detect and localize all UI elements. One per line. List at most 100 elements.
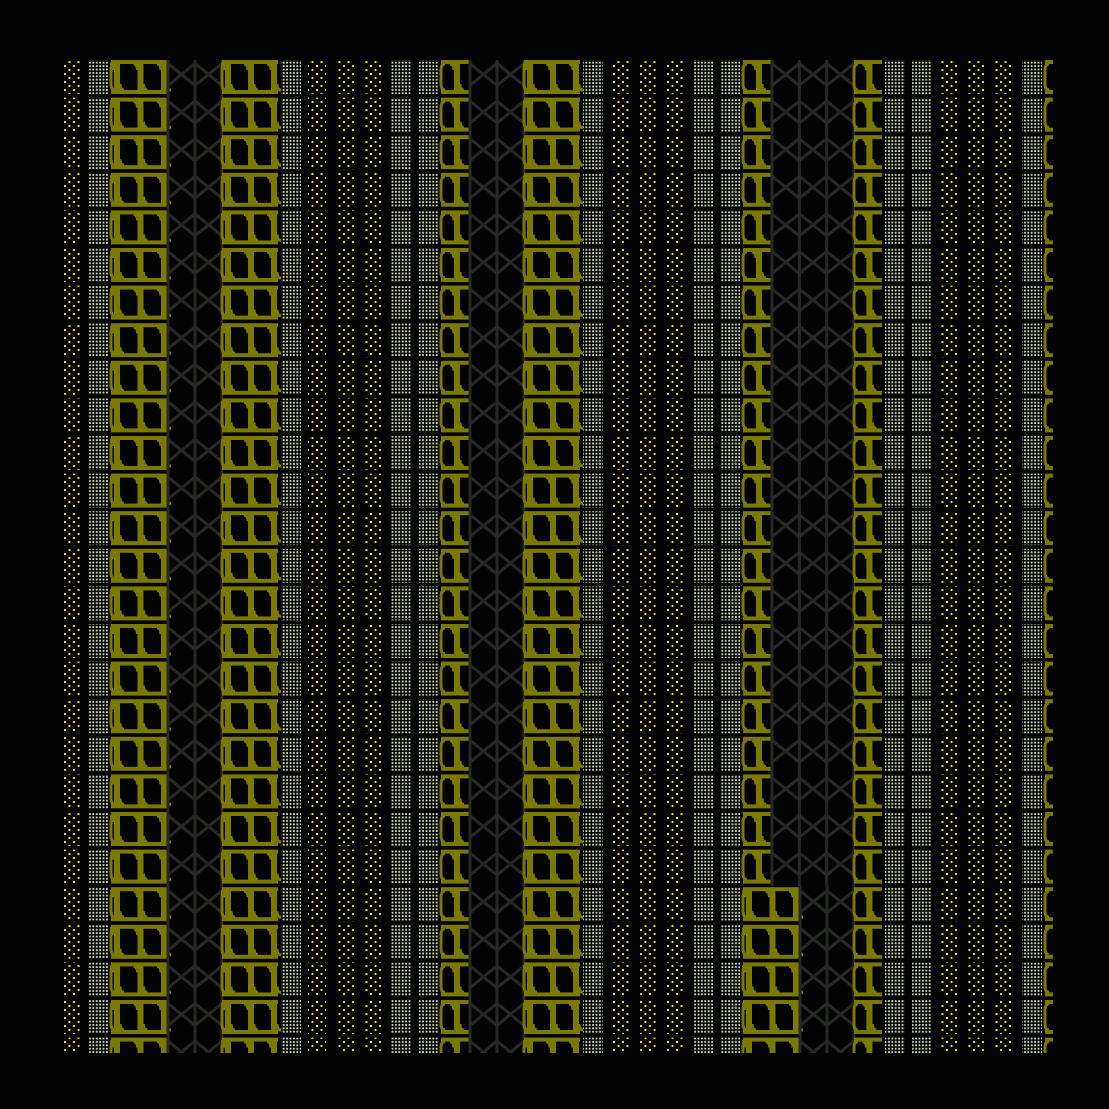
- yellow-dot-tile: [940, 962, 958, 997]
- wide-glyph-stem: [248, 137, 254, 168]
- narrow-glyph-stem: [453, 738, 460, 769]
- wide-glyph-serif: [133, 62, 139, 71]
- wide-glyph-stem: [527, 137, 533, 168]
- pale-dot-tile: [89, 849, 109, 884]
- pale-dot-tile: [720, 812, 740, 846]
- yellow-dot-tile: [62, 774, 80, 809]
- wide-glyph-stem: [161, 325, 167, 356]
- yellow-dot-tile: [308, 1037, 326, 1053]
- yellow-dot-tile: [940, 360, 958, 395]
- wide-glyph-bracket: [109, 62, 116, 92]
- yellow-dot-tile: [364, 360, 382, 395]
- cross-diagonal: [771, 99, 801, 125]
- narrow-glyph-bracket: [741, 776, 748, 806]
- pale-dot-tile: [281, 774, 301, 809]
- narrow-glyph-bracket: [741, 175, 748, 205]
- wide-glyph-serif: [275, 196, 282, 205]
- wide-glyph-stem: [271, 99, 277, 130]
- wide-glyph-stem: [271, 362, 277, 393]
- yellow-dot-tile: [666, 135, 684, 170]
- pale-dot-tile: [281, 962, 301, 997]
- wide-glyph-stem: [271, 513, 277, 544]
- partial-glyph-stem: [1059, 852, 1065, 882]
- yellow-dot-tile: [336, 436, 354, 470]
- wide-glyph-stem: [161, 438, 167, 468]
- yellow-dot-tile: [611, 699, 629, 734]
- wide-glyph-serif: [531, 1023, 538, 1032]
- wide-glyph-serif: [252, 572, 259, 581]
- wide-glyph-stem: [271, 814, 277, 844]
- wide-glyph-stem: [527, 475, 533, 506]
- pale-dot-tile: [391, 699, 411, 734]
- wide-glyph-serif: [243, 889, 250, 898]
- wide-glyph-serif: [554, 83, 561, 92]
- pale-dot-tile: [1022, 135, 1042, 170]
- wide-glyph-stem: [573, 588, 579, 619]
- yellow-dot-tile: [62, 661, 80, 696]
- wide-glyph-stem: [550, 588, 556, 619]
- partial-glyph-serif: [1065, 272, 1069, 278]
- cross-diagonal: [496, 513, 525, 538]
- narrow-glyph-serif: [751, 100, 758, 108]
- wide-glyph-serif: [266, 1002, 273, 1011]
- narrow-glyph-serif: [751, 400, 758, 409]
- yellow-dot-tile: [638, 511, 656, 546]
- yellow-dot-tile: [995, 172, 1013, 207]
- partial-glyph-serif: [1065, 761, 1069, 767]
- wide-glyph-serif: [243, 513, 250, 522]
- partial-glyph-top-bar: [1045, 812, 1053, 816]
- wide-glyph-stem: [114, 964, 120, 995]
- wide-glyph-serif: [118, 685, 125, 694]
- pale-dot-tile: [693, 473, 713, 508]
- wide-glyph-bracket: [220, 852, 227, 882]
- wide-glyph-stem: [248, 851, 254, 882]
- yellow-dot-tile: [995, 812, 1013, 846]
- wide-glyph-serif: [142, 911, 148, 919]
- narrow-glyph-serif: [862, 551, 868, 559]
- pale-dot-tile: [693, 887, 713, 922]
- wide-glyph-serif: [531, 121, 538, 130]
- cross-diagonal: [167, 438, 196, 463]
- pale-dot-tile: [391, 661, 411, 696]
- wide-glyph-serif: [133, 212, 139, 221]
- narrow-glyph-stem: [755, 362, 762, 393]
- yellow-dot-tile: [62, 849, 80, 884]
- yellow-dot-tile: [666, 60, 684, 94]
- narrow-glyph-serif: [449, 250, 456, 259]
- pale-dot-tile: [912, 548, 932, 583]
- cross-diagonal: [167, 212, 196, 238]
- partial-glyph-serif: [1055, 139, 1059, 145]
- yellow-dot-tile: [967, 774, 985, 809]
- partial-glyph-stem: [1059, 626, 1065, 656]
- yellow-dot-tile: [364, 849, 382, 884]
- wide-glyph-serif: [252, 835, 259, 844]
- wide-glyph-serif: [275, 647, 282, 656]
- narrow-glyph-bracket: [852, 363, 859, 393]
- partial-glyph-serif: [1055, 929, 1059, 935]
- wide-glyph-serif: [531, 986, 538, 994]
- partial-glyph-bracket: [1043, 852, 1050, 882]
- narrow-glyph-serif: [449, 739, 456, 747]
- partial-glyph-top-bar: [1045, 135, 1053, 140]
- wide-glyph-stem: [271, 776, 277, 807]
- partial-glyph-serif: [1065, 648, 1069, 654]
- wide-glyph-stem: [527, 738, 533, 769]
- wide-glyph-bracket: [522, 1002, 529, 1032]
- partial-glyph-bracket: [1043, 927, 1050, 957]
- pale-dot-tile: [912, 812, 932, 846]
- narrow-glyph-stem: [866, 250, 873, 280]
- wide-glyph-bracket: [109, 626, 116, 656]
- wide-glyph-serif: [531, 234, 538, 242]
- wide-glyph-serif: [133, 927, 139, 935]
- wide-glyph-stem: [161, 99, 167, 130]
- narrow-glyph-serif: [862, 852, 868, 860]
- narrow-glyph-serif: [862, 588, 868, 597]
- cross-diagonal: [167, 851, 196, 877]
- yellow-dot-tile: [940, 586, 958, 621]
- wide-glyph-bracket: [109, 927, 116, 957]
- partial-glyph-stem: [1059, 325, 1065, 355]
- pale-dot-tile: [1022, 60, 1042, 94]
- narrow-glyph-bracket: [741, 288, 748, 318]
- wide-glyph-stem: [573, 212, 579, 243]
- partial-glyph-bracket: [1043, 212, 1050, 242]
